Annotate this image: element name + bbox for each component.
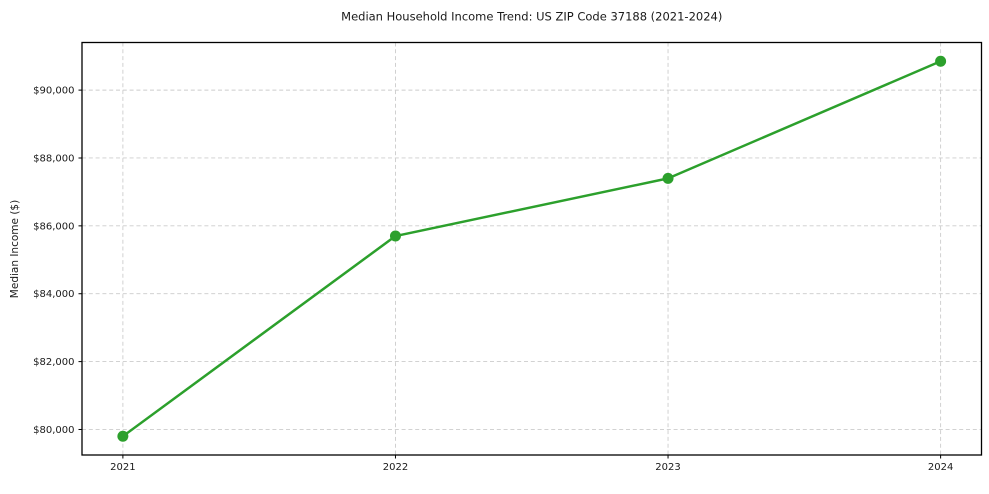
x-tick-label: 2021 — [110, 462, 135, 473]
y-tick-label: $82,000 — [33, 357, 74, 368]
data-point — [389, 230, 401, 242]
y-tick-label: $90,000 — [33, 86, 74, 97]
plot-area: 2021 2022 2023 2024 $80,000 $82,000 $84,000 $86… — [33, 41, 983, 473]
chart-title: Median Household Income Trend: US ZIP Co… — [341, 10, 722, 24]
y-tick-label: $86,000 — [33, 221, 74, 232]
data-point — [935, 55, 947, 67]
y-tick-label: $84,000 — [33, 289, 74, 300]
data-point — [117, 430, 129, 442]
x-tick-label: 2022 — [383, 462, 408, 473]
y-tick-label: $88,000 — [33, 153, 74, 164]
trend-line — [121, 60, 942, 438]
y-axis-label: Median Income ($) — [9, 200, 21, 298]
x-tick-label: 2024 — [928, 462, 953, 473]
x-tick-label: 2023 — [655, 462, 680, 473]
plot-border — [81, 41, 983, 456]
y-tick-label: $80,000 — [33, 425, 74, 436]
data-point — [662, 172, 674, 184]
